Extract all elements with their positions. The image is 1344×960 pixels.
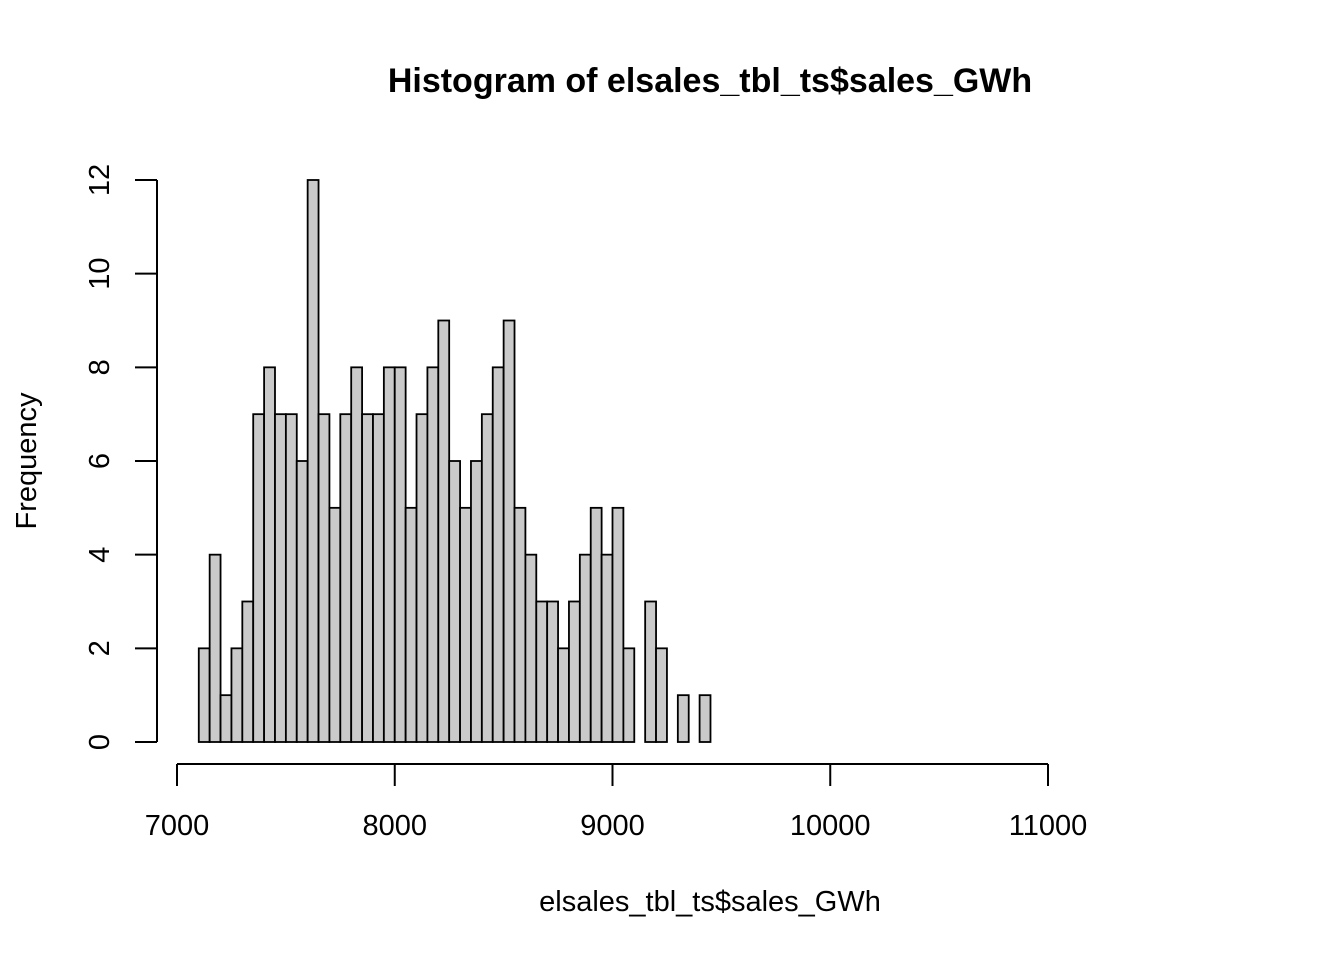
histogram-bar: [698, 694, 712, 743]
histogram-bar: [480, 413, 494, 743]
y-tick-label: 0: [84, 734, 116, 750]
histogram-bar: [339, 413, 353, 743]
bars-group: [197, 179, 712, 743]
histogram-bar: [676, 694, 690, 743]
x-tick-label: 9000: [580, 810, 645, 842]
y-axis: 0 2 4 6 8 10 12: [84, 164, 158, 750]
histogram-bar: [459, 506, 472, 743]
x-tick-label: 7000: [145, 810, 210, 842]
y-tick-label: 10: [84, 258, 116, 290]
histogram-bar: [284, 413, 298, 743]
y-tick-label: 4: [84, 547, 116, 563]
histogram-bar: [470, 460, 483, 743]
x-axis-label: elsales_tbl_ts$sales_GWh: [539, 886, 881, 918]
histogram-bar: [382, 366, 396, 743]
histogram-bar: [241, 600, 255, 743]
histogram-bar: [437, 319, 451, 743]
y-tick-label: 6: [84, 453, 116, 469]
histogram-bar: [350, 366, 363, 743]
histogram-bar: [415, 413, 429, 743]
y-tick-label: 12: [84, 164, 116, 196]
histogram-bar: [317, 413, 331, 743]
histogram-bar: [502, 319, 516, 743]
histogram-bar: [274, 413, 287, 743]
histogram-bar: [404, 506, 418, 743]
chart-title: Histogram of elsales_tbl_ts$sales_GWh: [388, 62, 1032, 100]
histogram-bar: [491, 366, 505, 743]
histogram-bar: [578, 553, 592, 743]
histogram-bar: [328, 506, 342, 743]
histogram-bar: [393, 366, 407, 743]
histogram-bar: [219, 694, 233, 743]
histogram-bar: [372, 413, 385, 743]
histogram-bar: [361, 413, 374, 743]
histogram-bar: [535, 600, 549, 743]
histogram-bar: [644, 600, 657, 743]
histogram-bar: [589, 506, 603, 743]
x-tick-label: 8000: [362, 810, 427, 842]
histogram-bar: [611, 506, 625, 743]
y-tick-label: 8: [84, 359, 116, 375]
histogram-bar: [448, 460, 461, 743]
histogram-bar: [208, 553, 222, 743]
histogram-bar: [513, 506, 527, 743]
histogram-bar: [252, 413, 266, 743]
histogram-bar: [230, 647, 244, 743]
x-tick-label: 10000: [790, 810, 871, 842]
y-axis-label: Frequency: [11, 392, 43, 530]
histogram-bar: [426, 366, 440, 743]
histogram-bar: [655, 647, 668, 743]
histogram-bar: [524, 553, 538, 743]
histogram-bar: [295, 460, 309, 743]
x-axis: 7000 8000 9000 10000 11000: [145, 763, 1088, 842]
histogram-bar: [263, 366, 276, 743]
histogram-bar: [306, 179, 320, 743]
histogram-bar: [568, 600, 581, 743]
histogram-bar: [600, 553, 614, 743]
x-tick-label: 11000: [1009, 810, 1088, 842]
histogram-bar: [557, 647, 570, 743]
histogram-bar: [197, 647, 211, 743]
histogram-bar: [546, 600, 559, 743]
y-tick-label: 2: [84, 640, 116, 656]
histogram-bar: [622, 647, 636, 743]
